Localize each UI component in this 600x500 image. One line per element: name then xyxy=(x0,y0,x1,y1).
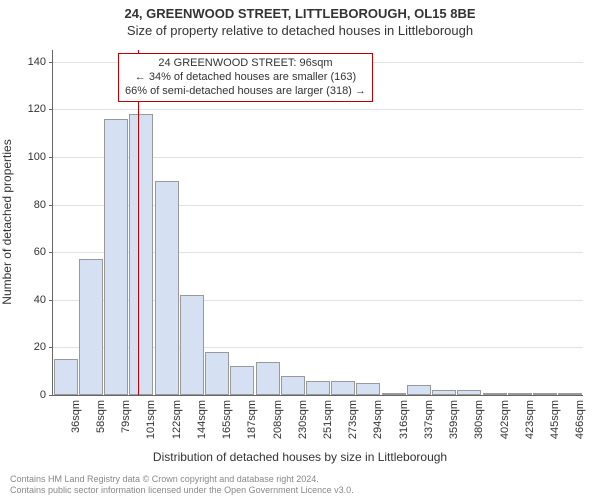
ytick-label: 20 xyxy=(0,341,46,353)
xtick-label: 208sqm xyxy=(272,400,284,439)
xtick-label: 273sqm xyxy=(347,400,359,439)
ytick-mark xyxy=(49,157,53,158)
xtick-label: 58sqm xyxy=(95,400,107,433)
plot-region: 36sqm58sqm79sqm101sqm122sqm144sqm165sqm1… xyxy=(52,50,582,395)
xtick-label: 402sqm xyxy=(499,400,511,439)
title-sub: Size of property relative to detached ho… xyxy=(0,23,600,40)
info-box-line: ← 34% of detached houses are smaller (16… xyxy=(125,71,366,85)
xtick-label: 294sqm xyxy=(372,400,384,439)
xtick-label: 165sqm xyxy=(221,400,233,439)
bar xyxy=(483,393,507,395)
bar xyxy=(281,376,305,395)
ytick-label: 0 xyxy=(0,389,46,401)
bar xyxy=(230,366,254,395)
bar xyxy=(407,385,431,395)
ytick-mark xyxy=(49,205,53,206)
ytick-mark xyxy=(49,62,53,63)
ytick-label: 60 xyxy=(0,246,46,258)
xtick-label: 187sqm xyxy=(246,400,258,439)
footer-line2: Contains public sector information licen… xyxy=(10,485,354,496)
title-main: 24, GREENWOOD STREET, LITTLEBOROUGH, OL1… xyxy=(0,6,600,23)
xtick-label: 36sqm xyxy=(70,400,82,433)
info-box-line: 24 GREENWOOD STREET: 96sqm xyxy=(125,57,366,71)
bar xyxy=(79,259,103,395)
plot-area: 36sqm58sqm79sqm101sqm122sqm144sqm165sqm1… xyxy=(52,50,583,396)
title-block: 24, GREENWOOD STREET, LITTLEBOROUGH, OL1… xyxy=(0,0,600,40)
footer-line1: Contains HM Land Registry data © Crown c… xyxy=(10,474,354,485)
bar xyxy=(129,114,153,395)
ytick-label: 140 xyxy=(0,56,46,68)
xtick-label: 380sqm xyxy=(473,400,485,439)
bar xyxy=(205,352,229,395)
bar xyxy=(533,393,557,395)
xtick-label: 79sqm xyxy=(120,400,132,433)
bar xyxy=(180,295,204,395)
footer-text: Contains HM Land Registry data © Crown c… xyxy=(10,474,354,496)
info-box-line: 66% of semi-detached houses are larger (… xyxy=(125,85,366,99)
bar xyxy=(382,393,406,395)
ytick-mark xyxy=(49,252,53,253)
ytick-label: 80 xyxy=(0,199,46,211)
xtick-label: 337sqm xyxy=(423,400,435,439)
bar xyxy=(155,181,179,395)
ytick-mark xyxy=(49,300,53,301)
bar xyxy=(256,362,280,395)
bar xyxy=(432,390,456,395)
ytick-mark xyxy=(49,109,53,110)
bar xyxy=(331,381,355,395)
bar xyxy=(508,393,532,395)
chart-container: 24, GREENWOOD STREET, LITTLEBOROUGH, OL1… xyxy=(0,0,600,500)
xtick-label: 144sqm xyxy=(196,400,208,439)
ytick-mark xyxy=(49,395,53,396)
bar xyxy=(54,359,78,395)
ytick-label: 40 xyxy=(0,294,46,306)
xtick-label: 230sqm xyxy=(297,400,309,439)
bar xyxy=(558,393,582,395)
xtick-label: 423sqm xyxy=(524,400,536,439)
xtick-label: 359sqm xyxy=(448,400,460,439)
xtick-label: 445sqm xyxy=(549,400,561,439)
ytick-mark xyxy=(49,347,53,348)
ytick-label: 100 xyxy=(0,151,46,163)
xtick-label: 122sqm xyxy=(171,400,183,439)
xtick-label: 316sqm xyxy=(398,400,410,439)
y-axis-label: Number of detached properties xyxy=(0,139,14,304)
x-axis-label: Distribution of detached houses by size … xyxy=(0,450,600,464)
bar xyxy=(104,119,128,395)
ytick-label: 120 xyxy=(0,103,46,115)
gridline-h xyxy=(53,109,583,110)
bar xyxy=(356,383,380,395)
xtick-label: 466sqm xyxy=(574,400,586,439)
bar xyxy=(306,381,330,395)
xtick-label: 101sqm xyxy=(145,400,157,439)
bar xyxy=(457,390,481,395)
info-box: 24 GREENWOOD STREET: 96sqm← 34% of detac… xyxy=(118,53,373,102)
xtick-label: 251sqm xyxy=(322,400,334,439)
